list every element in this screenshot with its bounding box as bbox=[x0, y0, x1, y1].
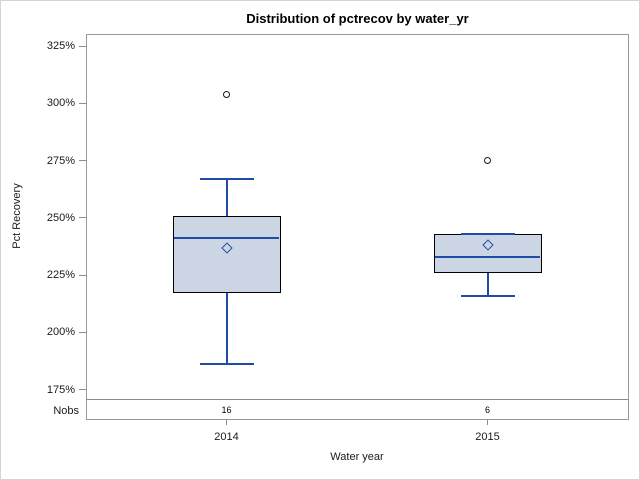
y-axis-tick bbox=[79, 45, 86, 47]
y-axis-tick bbox=[79, 331, 86, 333]
lower-whisker bbox=[486, 272, 489, 296]
lower-whisker bbox=[225, 293, 228, 365]
y-axis-tick bbox=[79, 274, 86, 276]
outlier-point-icon bbox=[484, 157, 491, 165]
x-category-label: 2014 bbox=[214, 431, 239, 443]
y-axis-tick-label: 325% bbox=[46, 40, 75, 52]
y-axis-tick bbox=[79, 160, 86, 162]
y-axis-tick-label: 250% bbox=[46, 211, 75, 224]
lower-whisker-cap bbox=[199, 363, 254, 366]
y-axis-tick-label: 175% bbox=[46, 383, 75, 396]
nobs-value: 16 bbox=[221, 405, 232, 415]
chart-title: Distribution of pctrecov by water_yr bbox=[246, 11, 469, 26]
lower-whisker-cap bbox=[460, 294, 515, 297]
plot-area-frame bbox=[86, 34, 629, 420]
y-axis-tick bbox=[79, 217, 86, 219]
nobs-row-label: Nobs bbox=[53, 405, 79, 417]
x-axis-tick bbox=[487, 420, 488, 425]
y-axis-title: Pct Recovery bbox=[11, 183, 23, 249]
upper-whisker bbox=[225, 178, 228, 216]
y-axis-tick-label: 225% bbox=[46, 269, 75, 282]
y-axis-tick bbox=[79, 102, 86, 104]
y-axis-tick-label: 200% bbox=[46, 326, 75, 339]
x-axis-tick bbox=[226, 420, 227, 425]
nobs-value: 6 bbox=[484, 405, 490, 415]
y-axis-tick bbox=[79, 389, 86, 391]
box-2014 bbox=[172, 215, 281, 294]
x-category-label: 2015 bbox=[475, 431, 500, 443]
upper-whisker-cap bbox=[460, 232, 515, 235]
outlier-point-icon bbox=[223, 90, 230, 98]
x-axis-title: Water year bbox=[330, 451, 384, 463]
y-axis-tick-label: 275% bbox=[46, 154, 75, 167]
upper-whisker-cap bbox=[199, 177, 254, 180]
median-line bbox=[174, 237, 279, 240]
nobs-separator-line bbox=[86, 399, 629, 400]
y-axis-tick-label: 300% bbox=[46, 97, 75, 110]
median-line bbox=[435, 255, 540, 258]
